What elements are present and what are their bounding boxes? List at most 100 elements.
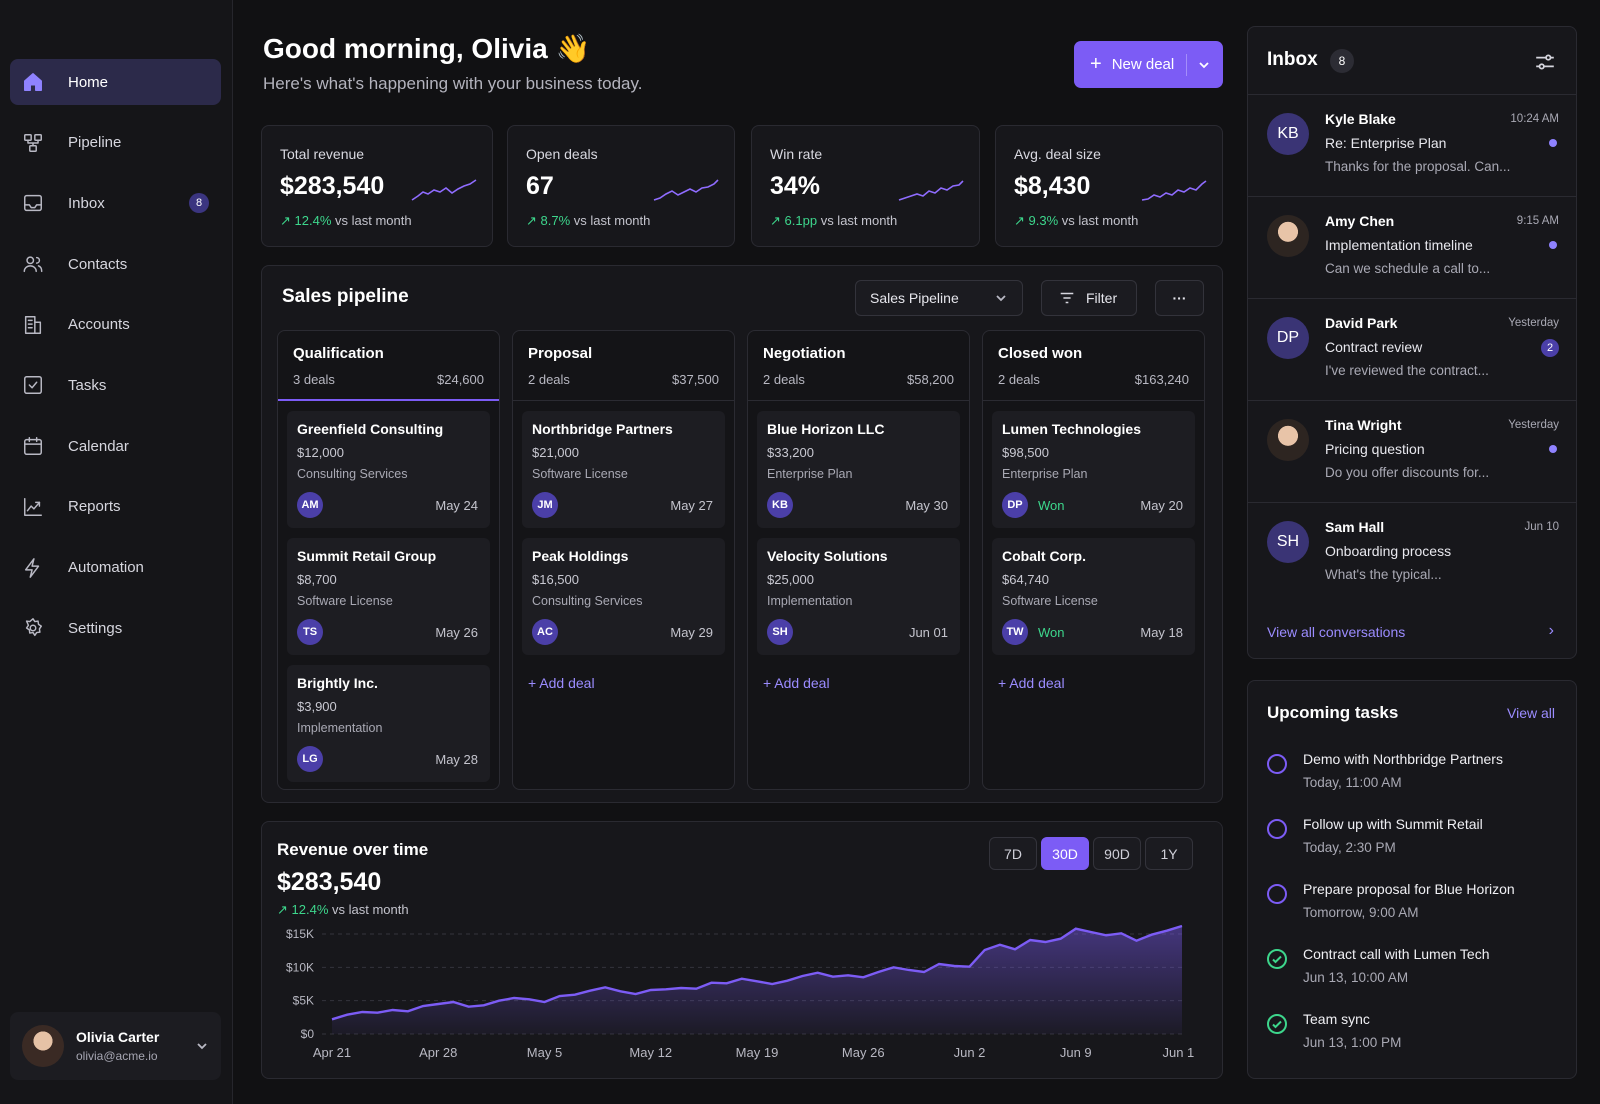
conversation-item[interactable]: SH Sam Hall Onboarding process What's th… [1248, 502, 1577, 604]
task-checkbox[interactable] [1267, 754, 1287, 774]
sidebar-item-reports[interactable]: Reports [10, 484, 221, 530]
sidebar-item-inbox[interactable]: Inbox 8 [10, 180, 221, 226]
calendar-icon [22, 435, 44, 457]
new-deal-button[interactable]: + New deal [1074, 41, 1223, 88]
range-7d[interactable]: 7D [989, 837, 1037, 870]
won-status: Won [1038, 624, 1065, 640]
deal-amount: $98,500 [1002, 445, 1049, 460]
owner-avatar: DP [1002, 492, 1028, 518]
sidebar-item-tasks[interactable]: Tasks [10, 362, 221, 408]
task-checkbox[interactable] [1267, 819, 1287, 839]
column-header: Qualification 3 deals $24,600 [278, 331, 499, 401]
page-title: Good morning, Olivia 👋 [263, 33, 591, 64]
deal-card[interactable]: Cobalt Corp. $64,740 Software License TW… [992, 538, 1195, 655]
deal-date: Jun 01 [908, 624, 948, 640]
kpi-delta-value: 8.7% [540, 213, 571, 228]
deal-card[interactable]: Brightly Inc. $3,900 Implementation LG M… [287, 665, 490, 782]
user-email: olivia@acme.io [76, 1049, 158, 1063]
deal-card[interactable]: Peak Holdings $16,500 Consulting Service… [522, 538, 725, 655]
sender-name: Amy Chen [1325, 213, 1395, 229]
more-options-button[interactable]: ··· [1155, 280, 1204, 316]
sidebar-item-contacts[interactable]: Contacts [10, 241, 221, 287]
page-subtitle: Here's what's happening with your busine… [263, 74, 643, 93]
sidebar-item-label: Settings [68, 619, 123, 637]
range-1y[interactable]: 1Y [1145, 837, 1193, 870]
sidebar-item-accounts[interactable]: Accounts [10, 302, 221, 348]
task-title: Demo with Northbridge Partners [1303, 751, 1503, 767]
deal-amount: $16,500 [532, 572, 579, 587]
home-icon [22, 71, 44, 93]
more-icon: ··· [1172, 290, 1187, 306]
avatar [1267, 215, 1309, 257]
task-item[interactable]: Demo with Northbridge Partners Today, 11… [1267, 751, 1567, 803]
conversation-item[interactable]: Tina Wright Pricing question Do you offe… [1248, 400, 1577, 502]
task-item[interactable]: Follow up with Summit Retail Today, 2:30… [1267, 816, 1567, 868]
message-preview: What's the typical... [1325, 567, 1442, 582]
check-circle-icon[interactable] [1267, 1014, 1287, 1034]
deal-card[interactable]: Velocity Solutions $25,000 Implementatio… [757, 538, 960, 655]
message-time: 10:24 AM [1510, 113, 1559, 125]
sidebar-item-settings[interactable]: Settings [10, 605, 221, 651]
y-tick-label: $15K [286, 927, 314, 941]
unread-count-badge: 2 [1541, 339, 1559, 357]
task-item[interactable]: Contract call with Lumen Tech Jun 13, 10… [1267, 946, 1567, 998]
deal-amount: $21,000 [532, 445, 579, 460]
contacts-icon [22, 253, 44, 275]
user-menu[interactable]: Olivia Carter olivia@acme.io [10, 1012, 221, 1080]
deal-type: Implementation [297, 721, 383, 735]
task-checkbox[interactable] [1267, 884, 1287, 904]
sidebar-item-home[interactable]: Home [10, 59, 221, 105]
pipeline-select[interactable]: Sales Pipeline [855, 280, 1023, 316]
add-deal-label: Add deal [774, 675, 830, 691]
inbox-panel: Inbox 8 KB Kyle Blake Re: Enterprise Pla… [1247, 26, 1577, 659]
deal-amount: $8,700 [297, 572, 337, 587]
conversation-item[interactable]: KB Kyle Blake Re: Enterprise Plan Thanks… [1248, 94, 1577, 196]
conversation-item[interactable]: Amy Chen Implementation timeline Can we … [1248, 196, 1577, 298]
x-tick-label: Jun 16 [1162, 1045, 1194, 1060]
conversation-item[interactable]: DP David Park Contract review I've revie… [1248, 298, 1577, 400]
add-deal-button[interactable]: + Add deal [998, 675, 1189, 691]
chevron-down-icon[interactable] [1197, 58, 1211, 72]
deal-card[interactable]: Blue Horizon LLC $33,200 Enterprise Plan… [757, 411, 960, 528]
new-deal-label: New deal [1111, 56, 1175, 73]
deal-name: Blue Horizon LLC [767, 421, 885, 437]
tasks-view-all-link[interactable]: View all [1507, 705, 1555, 721]
owner-avatar: TS [297, 619, 323, 645]
filter-button[interactable]: Filter [1041, 280, 1137, 316]
inbox-count-badge: 8 [1330, 49, 1354, 73]
deal-card[interactable]: Northbridge Partners $21,000 Software Li… [522, 411, 725, 528]
range-90d[interactable]: 90D [1093, 837, 1141, 870]
deal-card[interactable]: Lumen Technologies $98,500 Enterprise Pl… [992, 411, 1195, 528]
revenue-delta-value: 12.4% [291, 902, 329, 917]
task-title: Contract call with Lumen Tech [1303, 946, 1490, 962]
add-deal-button[interactable]: + Add deal [528, 675, 719, 691]
tasks-title: Upcoming tasks [1267, 703, 1399, 722]
x-tick-label: Apr 28 [419, 1045, 457, 1060]
sidebar-item-calendar[interactable]: Calendar [10, 423, 221, 469]
sidebar-item-label: Calendar [68, 437, 129, 455]
message-preview: Do you offer discounts for... [1325, 465, 1490, 480]
view-all-conversations-link[interactable]: View all conversations [1267, 624, 1406, 640]
avatar-initials: KB [1277, 125, 1299, 142]
deal-card[interactable]: Greenfield Consulting $12,000 Consulting… [287, 411, 490, 528]
add-deal-button[interactable]: + Add deal [763, 675, 954, 691]
kpi-value: $283,540 [280, 172, 385, 200]
range-30d[interactable]: 30D [1041, 837, 1089, 870]
x-tick-label: May 26 [842, 1045, 885, 1060]
check-circle-icon[interactable] [1267, 949, 1287, 969]
deal-name: Greenfield Consulting [297, 421, 444, 437]
chevron-right-icon[interactable]: › [1548, 622, 1554, 639]
y-tick-label: $5K [293, 994, 314, 1008]
pipeline-column-qualification: Qualification 3 deals $24,600 Greenfield … [277, 330, 500, 790]
deal-name: Cobalt Corp. [1002, 548, 1086, 564]
task-item[interactable]: Team sync Jun 13, 1:00 PM [1267, 1011, 1567, 1063]
task-item[interactable]: Prepare proposal for Blue Horizon Tomorr… [1267, 881, 1567, 933]
kpi-delta-suffix: vs last month [573, 213, 651, 228]
kpi-delta-suffix: vs last month [335, 213, 412, 228]
deal-card[interactable]: Summit Retail Group $8,700 Software Lice… [287, 538, 490, 655]
sidebar-item-pipeline[interactable]: Pipeline [10, 120, 221, 166]
sliders-icon[interactable] [1534, 51, 1556, 73]
deal-name: Lumen Technologies [1002, 421, 1141, 437]
sidebar-item-automation[interactable]: Automation [10, 545, 221, 591]
